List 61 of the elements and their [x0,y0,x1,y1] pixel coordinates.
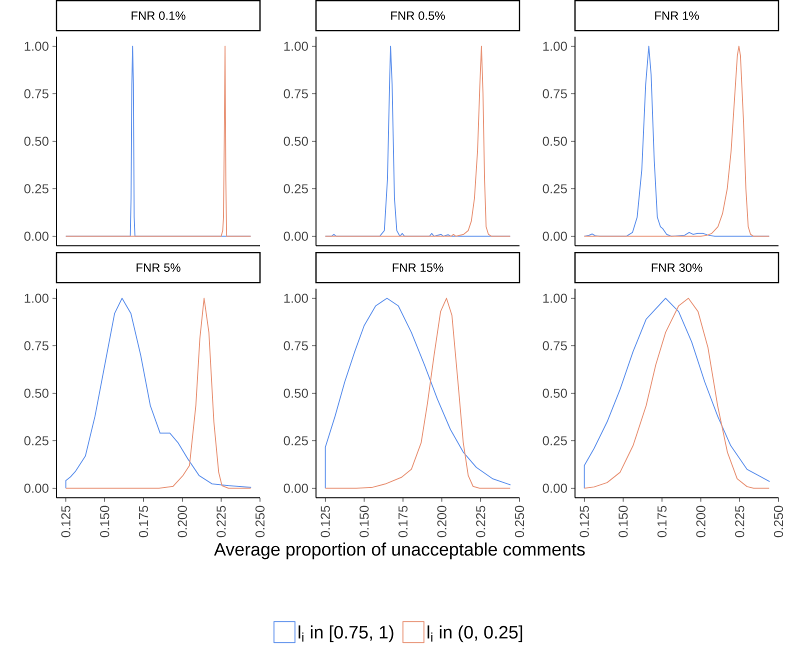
x-tick-label: 0.200 [437,506,446,538]
y-tick-label: 0.00 [24,232,48,241]
chart-title: FNR 0.1% [132,12,186,20]
y-tick-label: 0.50 [542,136,567,146]
x-tick-label: 0.225 [476,506,486,538]
line-series [324,298,511,489]
y-tick-label: 0.00 [542,232,567,241]
y-tick-label: 1.00 [543,294,567,303]
x-tick-label: 0.175 [657,506,667,538]
y-tick-label: 0.75 [284,89,308,98]
x-tick-label: 0.125 [320,506,330,538]
x-tick-label: 0.150 [360,506,369,538]
x-axis-title: Average proportion of unacceptable comments [214,542,585,560]
line-series [584,46,770,237]
x-tick-label: 0.200 [696,506,706,538]
chart-title: FNR 15% [392,264,444,272]
y-tick-label: 0.25 [284,184,308,194]
x-tick-label: 0.175 [138,506,148,538]
chart-title: FNR 0.5% [391,12,445,20]
y-tick-label: 0.50 [284,388,308,398]
x-tick-label: 0.125 [580,506,589,538]
y-tick-label: 1.00 [24,42,48,51]
x-tick-label: 0.250 [514,506,524,538]
y-tick-label: 0.50 [284,136,308,146]
y-tick-label: 1.00 [543,42,567,51]
y-tick-label: 0.75 [542,341,567,350]
y-tick-label: 0.00 [284,484,308,493]
y-tick-label: 0.75 [24,341,48,350]
y-tick-label: 0.75 [542,89,567,98]
y-tick-label: 0.25 [542,184,567,194]
x-tick-label: 0.150 [100,506,110,538]
legend-label: l$_{i}$ in [0.75, 1) [298,626,394,642]
x-tick-label: 0.250 [255,506,265,538]
legend-label: l$_{i}$ in (0, 0.25] [428,626,522,642]
y-tick-label: 0.00 [284,232,308,241]
y-tick-label: 0.25 [24,184,48,194]
x-tick-label: 0.225 [216,506,226,538]
y-tick-label: 1.00 [24,294,48,303]
y-tick-label: 0.50 [542,388,567,398]
x-tick-label: 0.200 [178,506,187,538]
x-tick-label: 0.125 [61,506,70,538]
y-tick-label: 0.00 [542,484,567,493]
y-tick-label: 0.75 [24,89,48,98]
y-tick-label: 0.25 [542,436,567,446]
line-series [65,46,252,237]
x-tick-label: 0.225 [735,506,744,538]
x-tick-label: 0.250 [774,506,784,538]
y-tick-label: 1.00 [284,42,308,51]
y-tick-label: 0.00 [24,484,48,493]
x-tick-label: 0.175 [398,506,408,538]
line-series [324,46,511,237]
x-tick-label: 0.150 [618,506,628,538]
y-tick-label: 0.50 [24,388,48,398]
y-tick-label: 0.75 [284,341,308,350]
y-tick-label: 1.00 [284,294,308,303]
chart-title: FNR 1% [655,12,699,20]
y-tick-label: 0.50 [24,136,48,146]
y-tick-label: 0.25 [24,436,48,446]
chart-title: FNR 30% [652,264,702,272]
y-tick-label: 0.25 [284,436,308,446]
chart-title: FNR 5% [136,264,180,272]
